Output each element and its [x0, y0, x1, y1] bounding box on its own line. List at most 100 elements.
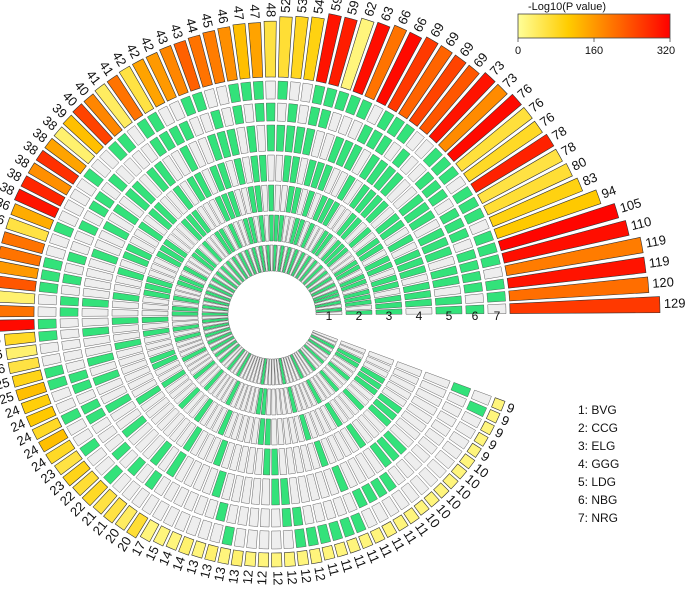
membership-cell: [287, 386, 298, 414]
membership-cell: [213, 230, 233, 255]
count-label: 25: [0, 389, 16, 408]
membership-cell: [86, 447, 108, 467]
membership-cell: [68, 369, 89, 384]
membership-cell: [277, 215, 285, 242]
membership-cell: [480, 254, 501, 269]
membership-cell: [373, 165, 397, 191]
membership-cell: [66, 418, 88, 436]
membership-cell: [181, 346, 207, 363]
membership-cell: [117, 132, 137, 154]
membership-cell: [266, 102, 276, 122]
membership-cell: [96, 377, 124, 396]
membership-cell: [244, 249, 257, 275]
membership-cell: [120, 359, 148, 375]
membership-cell: [317, 197, 335, 224]
membership-cell: [418, 466, 439, 488]
membership-cell: [228, 83, 241, 104]
count-bar: [358, 532, 374, 550]
membership-cell: [274, 184, 282, 212]
membership-cell: [309, 336, 334, 353]
count-bar: [14, 188, 60, 219]
membership-cell: [174, 511, 191, 532]
membership-cell: [85, 407, 107, 425]
membership-cell: [455, 421, 476, 440]
membership-cell: [255, 387, 264, 415]
membership-cell: [277, 418, 285, 446]
membership-cell: [274, 358, 279, 386]
membership-cell: [148, 207, 173, 231]
membership-cell: [99, 149, 120, 170]
membership-cell: [221, 106, 234, 127]
count-bar: [20, 393, 52, 415]
count-bar: [118, 65, 155, 114]
membership-cell: [78, 220, 99, 237]
membership-cell: [305, 270, 329, 289]
membership-cell: [306, 340, 330, 359]
membership-cell: [201, 467, 219, 495]
membership-cell: [390, 241, 418, 260]
membership-cell: [288, 250, 303, 276]
membership-cell: [305, 526, 319, 547]
membership-cell: [294, 351, 311, 376]
count-bar: [321, 545, 336, 561]
membership-cell: [327, 204, 347, 230]
membership-cell: [309, 376, 327, 402]
membership-cell: [307, 338, 332, 356]
membership-cell: [163, 481, 181, 502]
count-bar: [488, 177, 584, 228]
membership-cell: [202, 201, 221, 228]
membership-cell: [91, 416, 112, 435]
count-bar: [191, 540, 207, 559]
membership-cell: [203, 324, 230, 335]
membership-cell: [417, 436, 438, 455]
membership-cell: [358, 243, 384, 262]
membership-cell: [297, 104, 310, 125]
membership-cell: [245, 355, 258, 382]
membership-cell: [331, 255, 356, 274]
membership-cell: [188, 140, 207, 168]
membership-cell: [201, 317, 229, 324]
membership-cell: [444, 217, 465, 234]
membership-cell: [201, 312, 229, 316]
membership-cell: [234, 253, 251, 279]
membership-cell: [302, 264, 324, 286]
membership-cell: [323, 468, 340, 496]
membership-cell: [477, 242, 498, 257]
membership-cell: [175, 284, 202, 297]
count-label: 11: [400, 527, 420, 546]
count-label: 13: [211, 566, 229, 583]
count-labels: 1291201191191101059483807878767676737369…: [0, 0, 685, 585]
membership-cell: [59, 307, 79, 317]
membership-cell: [365, 356, 392, 372]
membership-cell: [288, 81, 301, 101]
membership-cell: [374, 294, 402, 304]
membership-cell: [396, 257, 424, 273]
membership-cell: [279, 245, 289, 273]
membership-cell: [421, 236, 449, 255]
count-bar: [364, 24, 408, 101]
membership-cell: [361, 249, 388, 267]
membership-cell: [258, 215, 266, 242]
membership-cell: [147, 111, 165, 133]
membership-cell: [212, 439, 229, 467]
membership-cell: [189, 429, 209, 457]
membership-cell: [197, 519, 213, 541]
membership-cell: [435, 305, 463, 315]
membership-cell: [188, 256, 213, 275]
membership-cell: [202, 304, 229, 311]
membership-cell: [302, 128, 316, 156]
membership-cell: [75, 388, 97, 405]
membership-cell: [367, 350, 395, 366]
membership-cell: [185, 260, 210, 279]
membership-cell: [229, 349, 248, 374]
count-label: 80: [569, 154, 589, 174]
count-bar: [0, 305, 35, 318]
membership-cell: [38, 281, 59, 294]
membership-cell: [162, 505, 181, 527]
membership-cell: [342, 492, 358, 513]
membership-cell: [217, 268, 240, 288]
membership-cell: [370, 206, 395, 229]
membership-cell: [293, 415, 305, 443]
count-label: 83: [580, 169, 599, 188]
membership-cell: [360, 507, 378, 529]
